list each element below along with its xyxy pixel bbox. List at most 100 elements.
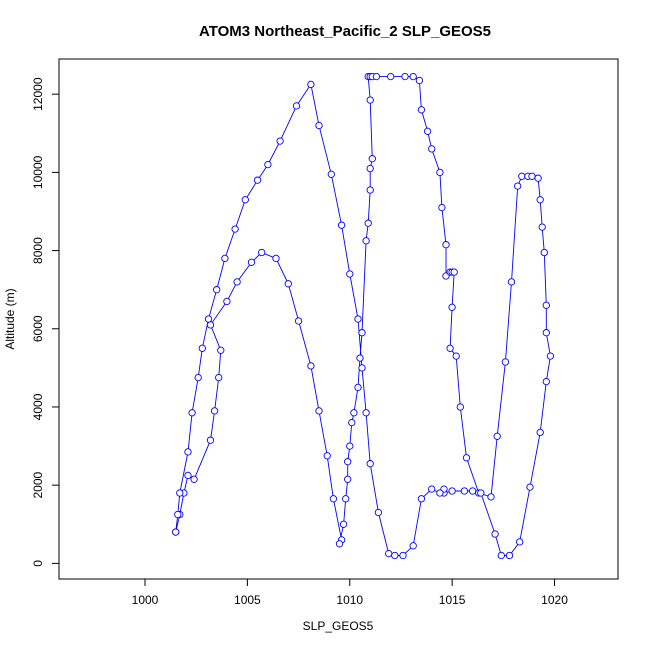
data-point (362, 237, 370, 245)
data-point (399, 551, 407, 560)
data-point (436, 168, 444, 177)
data-point (409, 72, 417, 81)
data-point (241, 196, 249, 204)
data-point (213, 286, 221, 294)
data-point (391, 551, 399, 560)
data-point (194, 373, 202, 382)
data-point (190, 475, 198, 483)
data-point (217, 346, 225, 354)
data-point (366, 460, 374, 468)
data-point (206, 436, 215, 444)
data-point (415, 76, 424, 85)
data-point (233, 278, 241, 286)
data-point (372, 72, 381, 81)
data-point (501, 358, 510, 366)
data-point (174, 510, 182, 519)
data-point (362, 409, 370, 417)
data-point (366, 96, 374, 104)
data-point (284, 280, 292, 288)
data-point (477, 489, 485, 497)
data-point (188, 409, 196, 417)
data-point (546, 352, 555, 360)
data-point (346, 442, 354, 450)
series-line (175, 76, 551, 556)
data-point (264, 160, 272, 169)
data-point (442, 241, 450, 249)
x-tick-label: 1000 (132, 593, 159, 607)
data-point (374, 508, 383, 517)
data-point (339, 520, 348, 528)
data-point (315, 407, 323, 415)
data-point (452, 352, 460, 360)
data-point (385, 549, 393, 558)
data-point (294, 317, 303, 325)
data-point (448, 487, 456, 495)
data-point (428, 485, 436, 493)
data-point (387, 72, 395, 81)
y-tick-label: 4000 (31, 393, 45, 420)
data-point (417, 106, 426, 114)
plot-frame (58, 58, 619, 580)
data-point (366, 186, 374, 194)
data-point (335, 540, 344, 548)
y-tick-label: 10000 (31, 155, 45, 189)
data-point (358, 329, 366, 337)
chart-title: ATOM3 Northeast_Pacific_2 SLP_GEOS5 (199, 23, 491, 40)
data-point (356, 354, 364, 362)
data-point (462, 454, 471, 462)
data-point (366, 164, 374, 173)
data-point (176, 489, 184, 497)
data-point (342, 495, 350, 503)
data-point (358, 364, 366, 372)
x-axis-label: SLP_GEOS5 (303, 619, 374, 633)
data-point (344, 458, 352, 466)
data-point (507, 278, 516, 286)
data-point (542, 301, 550, 309)
data-point (528, 172, 536, 180)
data-point (505, 551, 514, 560)
x-tick-label: 1010 (336, 593, 363, 607)
x-tick-label: 1005 (234, 593, 261, 607)
data-point (348, 418, 356, 427)
data-point (450, 268, 458, 276)
data-point (526, 483, 534, 491)
data-point (401, 72, 409, 81)
y-axis-label: Altitude (m) (3, 288, 17, 349)
data-point (210, 407, 219, 415)
data-point (354, 315, 362, 323)
data-point (417, 495, 426, 503)
data-point (491, 530, 499, 538)
data-point (253, 176, 262, 184)
data-point (368, 155, 376, 163)
y-tick-label: 6000 (31, 315, 45, 342)
y-tick-label: 0 (31, 560, 45, 567)
data-point (456, 403, 464, 411)
data-point (292, 102, 301, 110)
data-point (344, 475, 352, 483)
data-point (184, 448, 192, 456)
data-point (276, 137, 284, 145)
x-axis: 1000 1005 1010 1015 1020 (132, 578, 568, 607)
data-point (487, 493, 495, 501)
data-point (327, 170, 335, 178)
data-point (272, 254, 280, 263)
data-point (247, 258, 256, 266)
data-point (448, 303, 456, 311)
data-point (428, 145, 436, 153)
data-point (423, 127, 432, 135)
data-point (307, 362, 315, 370)
data-point (542, 377, 550, 386)
data-point (307, 80, 315, 89)
data-point (446, 344, 454, 352)
data-point (460, 487, 469, 495)
data-point (536, 428, 544, 437)
data-point (493, 432, 501, 440)
data-point (436, 489, 444, 497)
data-point (516, 538, 524, 546)
y-axis: 0 2000 4000 6000 8000 10000 12000 (31, 77, 60, 567)
data-point (172, 528, 180, 536)
data-point (329, 495, 338, 503)
data-point (514, 182, 522, 190)
data-point (540, 248, 548, 257)
